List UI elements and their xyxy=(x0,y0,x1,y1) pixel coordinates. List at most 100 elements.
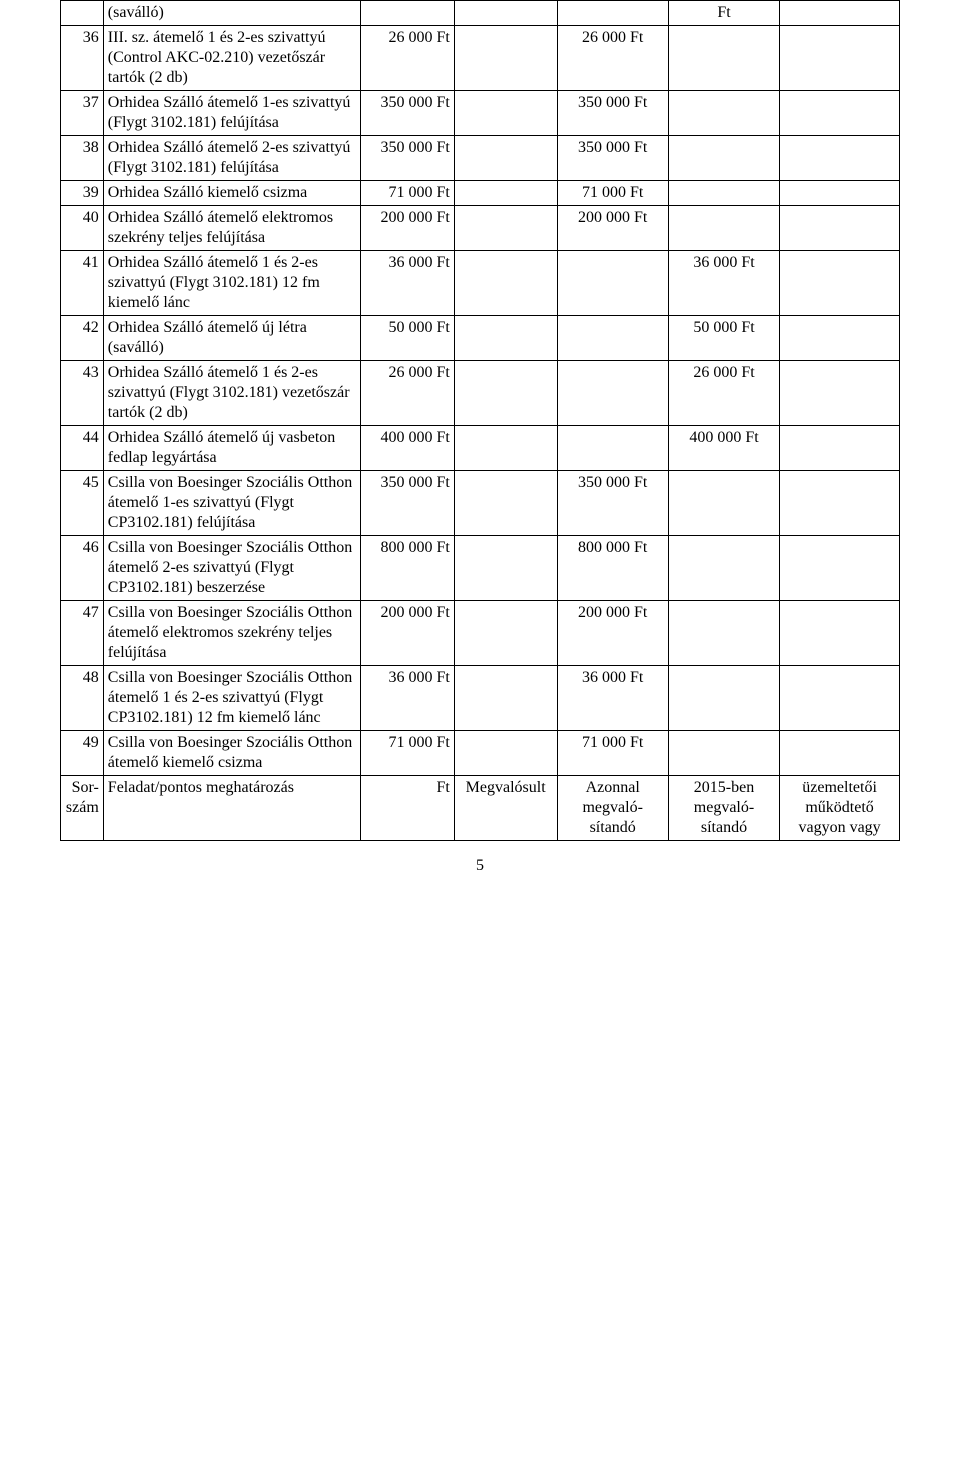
row-number: 41 xyxy=(61,251,104,316)
row-col4: 36 000 Ft xyxy=(668,251,779,316)
table-row: 45Csilla von Boesinger Szociális Otthon … xyxy=(61,471,900,536)
row-col2 xyxy=(454,26,557,91)
table-row: 40Orhidea Szálló átemelő elektromos szek… xyxy=(61,206,900,251)
row-col5 xyxy=(780,601,900,666)
row-amount: 350 000 Ft xyxy=(360,91,454,136)
row-description: (saválló) xyxy=(103,1,360,26)
row-description: Orhidea Szálló átemelő 1-es szivattyú (F… xyxy=(103,91,360,136)
row-col5 xyxy=(780,181,900,206)
row-col2: Megvalósult xyxy=(454,776,557,841)
budget-table: (saválló)Ft36III. sz. átemelő 1 és 2-es … xyxy=(60,0,900,841)
row-description: Orhidea Szálló átemelő elektromos szekré… xyxy=(103,206,360,251)
row-col3 xyxy=(557,1,668,26)
row-col5 xyxy=(780,731,900,776)
row-amount: Ft xyxy=(360,776,454,841)
row-col3 xyxy=(557,316,668,361)
row-col4 xyxy=(668,601,779,666)
table-row: 36III. sz. átemelő 1 és 2-es szivattyú (… xyxy=(61,26,900,91)
row-col3: 200 000 Ft xyxy=(557,206,668,251)
row-amount: 800 000 Ft xyxy=(360,536,454,601)
row-col5 xyxy=(780,666,900,731)
row-col5 xyxy=(780,26,900,91)
row-col3: 350 000 Ft xyxy=(557,136,668,181)
table-row: 49Csilla von Boesinger Szociális Otthon … xyxy=(61,731,900,776)
row-amount xyxy=(360,1,454,26)
table-row: 39Orhidea Szálló kiemelő csizma71 000 Ft… xyxy=(61,181,900,206)
row-number: 37 xyxy=(61,91,104,136)
row-number: 49 xyxy=(61,731,104,776)
row-amount: 36 000 Ft xyxy=(360,666,454,731)
row-col4 xyxy=(668,206,779,251)
row-col5 xyxy=(780,1,900,26)
row-description: Orhidea Szálló átemelő új létra (saválló… xyxy=(103,316,360,361)
row-col5 xyxy=(780,251,900,316)
row-description: Orhidea Szálló átemelő 1 és 2-es szivatt… xyxy=(103,361,360,426)
table-row: 44Orhidea Szálló átemelő új vasbeton fed… xyxy=(61,426,900,471)
row-col3: 350 000 Ft xyxy=(557,91,668,136)
row-amount: 400 000 Ft xyxy=(360,426,454,471)
row-col5 xyxy=(780,471,900,536)
row-description: Csilla von Boesinger Szociális Otthon át… xyxy=(103,731,360,776)
row-col2 xyxy=(454,666,557,731)
row-number: 36 xyxy=(61,26,104,91)
row-col4 xyxy=(668,91,779,136)
row-number: 46 xyxy=(61,536,104,601)
row-col5 xyxy=(780,361,900,426)
row-number: 42 xyxy=(61,316,104,361)
row-description: Csilla von Boesinger Szociális Otthon át… xyxy=(103,601,360,666)
row-description: Feladat/pontos meghatározás xyxy=(103,776,360,841)
row-col4: Ft xyxy=(668,1,779,26)
row-number: 48 xyxy=(61,666,104,731)
row-amount: 350 000 Ft xyxy=(360,136,454,181)
row-col4 xyxy=(668,666,779,731)
row-description: III. sz. átemelő 1 és 2-es szivattyú (Co… xyxy=(103,26,360,91)
row-number: 44 xyxy=(61,426,104,471)
row-amount: 36 000 Ft xyxy=(360,251,454,316)
row-amount: 200 000 Ft xyxy=(360,206,454,251)
row-col3: 71 000 Ft xyxy=(557,181,668,206)
row-amount: 350 000 Ft xyxy=(360,471,454,536)
row-description: Orhidea Szálló átemelő új vasbeton fedla… xyxy=(103,426,360,471)
row-col4 xyxy=(668,181,779,206)
row-col2 xyxy=(454,206,557,251)
row-number: 40 xyxy=(61,206,104,251)
row-description: Orhidea Szálló átemelő 1 és 2-es szivatt… xyxy=(103,251,360,316)
table-row: Sor-számFeladat/pontos meghatározásFtMeg… xyxy=(61,776,900,841)
row-col2 xyxy=(454,361,557,426)
row-col2 xyxy=(454,426,557,471)
table-row: 43Orhidea Szálló átemelő 1 és 2-es sziva… xyxy=(61,361,900,426)
row-col5 xyxy=(780,426,900,471)
row-col5 xyxy=(780,536,900,601)
row-col2 xyxy=(454,316,557,361)
row-description: Orhidea Szálló átemelő 2-es szivattyú (F… xyxy=(103,136,360,181)
row-col3: 350 000 Ft xyxy=(557,471,668,536)
row-col4 xyxy=(668,26,779,91)
row-col3: 800 000 Ft xyxy=(557,536,668,601)
row-amount: 71 000 Ft xyxy=(360,181,454,206)
row-amount: 26 000 Ft xyxy=(360,26,454,91)
table-row: 37Orhidea Szálló átemelő 1-es szivattyú … xyxy=(61,91,900,136)
table-row: 42Orhidea Szálló átemelő új létra (savál… xyxy=(61,316,900,361)
row-amount: 71 000 Ft xyxy=(360,731,454,776)
row-col2 xyxy=(454,91,557,136)
row-col2 xyxy=(454,731,557,776)
row-col4: 2015-ben megvaló-sítandó xyxy=(668,776,779,841)
row-col3: 26 000 Ft xyxy=(557,26,668,91)
table-row: 38Orhidea Szálló átemelő 2-es szivattyú … xyxy=(61,136,900,181)
row-col2 xyxy=(454,136,557,181)
row-number: 43 xyxy=(61,361,104,426)
row-col4 xyxy=(668,471,779,536)
row-col4: 50 000 Ft xyxy=(668,316,779,361)
row-col4: 26 000 Ft xyxy=(668,361,779,426)
row-number: 39 xyxy=(61,181,104,206)
row-col5 xyxy=(780,316,900,361)
table-row: (saválló) Ft xyxy=(61,1,900,26)
row-col2 xyxy=(454,1,557,26)
row-col2 xyxy=(454,471,557,536)
row-description: Csilla von Boesinger Szociális Otthon át… xyxy=(103,536,360,601)
row-number: 45 xyxy=(61,471,104,536)
row-col5 xyxy=(780,206,900,251)
row-description: Orhidea Szálló kiemelő csizma xyxy=(103,181,360,206)
row-col3 xyxy=(557,426,668,471)
row-col3: 36 000 Ft xyxy=(557,666,668,731)
